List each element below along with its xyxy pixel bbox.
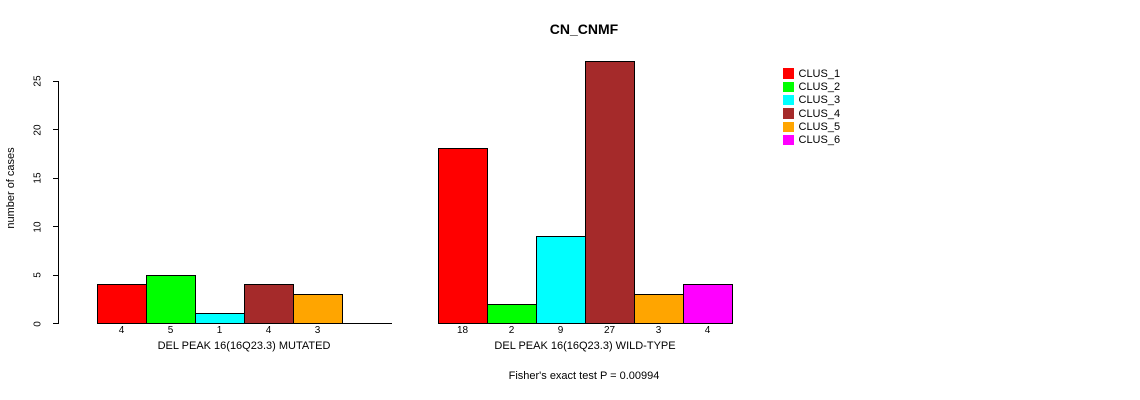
bar-clus_4 [584, 61, 635, 324]
y-axis-tick [53, 323, 58, 324]
bar-clus_1 [437, 148, 488, 324]
y-axis-tick-label: 5 [32, 272, 43, 278]
y-axis-tick [53, 80, 58, 82]
legend-swatch-icon [783, 68, 794, 79]
y-axis-tick [53, 274, 58, 276]
legend: CLUS_1 CLUS_2 CLUS_3 CLUS_4 CLUS_5 CLUS_6 [783, 67, 840, 147]
bar-value-label: 4 [704, 325, 711, 336]
legend-label: CLUS_3 [798, 94, 841, 107]
y-axis-tick-label: 15 [32, 172, 43, 184]
bar-value-label: 3 [314, 325, 321, 336]
bar-value-label: 9 [557, 325, 564, 336]
legend-row-clus_6: CLUS_6 [783, 133, 840, 146]
y-axis-tick [53, 226, 58, 227]
bar-clus_5 [292, 293, 343, 324]
y-axis-tick-label: 0 [32, 320, 43, 327]
legend-swatch-icon [783, 134, 794, 146]
bar-value-label: 1 [216, 325, 223, 336]
bar-value-label: 18 [456, 325, 469, 336]
y-axis-label: number of cases [5, 147, 17, 229]
bar-clus_1 [96, 284, 147, 324]
legend-swatch-icon [783, 108, 794, 119]
bar-clus_2 [145, 274, 196, 324]
legend-label: CLUS_4 [798, 107, 841, 120]
legend-swatch-icon [783, 121, 794, 133]
legend-label: CLUS_5 [798, 120, 841, 133]
legend-row-clus_2: CLUS_2 [783, 80, 840, 93]
x-axis-group-label: DEL PEAK 16(16Q23.3) MUTATED [157, 340, 331, 352]
bar-value-label: 4 [118, 325, 125, 336]
bar-clus_3 [535, 235, 586, 324]
legend-row-clus_1: CLUS_1 [783, 67, 840, 80]
bar-clus_2 [486, 303, 537, 324]
bar-value-label: 5 [167, 325, 174, 336]
bar-clus_3 [194, 313, 245, 324]
y-axis-tick [53, 177, 58, 179]
y-axis-tick-label: 10 [32, 220, 43, 233]
legend-label: CLUS_1 [798, 67, 841, 80]
legend-swatch-icon [783, 94, 794, 106]
chart-title: CN_CNMF [549, 21, 619, 37]
legend-swatch-icon [783, 81, 794, 93]
bar-value-label: 2 [508, 325, 515, 336]
bar-clus_5 [633, 293, 684, 324]
bar-value-label: 3 [655, 325, 662, 336]
bar-value-label: 27 [603, 325, 616, 336]
y-axis-tick [53, 129, 58, 130]
legend-label: CLUS_2 [798, 80, 841, 93]
y-axis-line [58, 80, 59, 324]
annotation-text: Fisher's exact test P = 0.00994 [508, 370, 660, 382]
x-axis-group-label: DEL PEAK 16(16Q23.3) WILD-TYPE [494, 340, 676, 352]
y-axis-tick-label: 20 [32, 123, 43, 136]
legend-row-clus_3: CLUS_3 [783, 94, 840, 107]
bar-value-label: 4 [265, 325, 272, 336]
legend-label: CLUS_6 [798, 134, 841, 147]
bar-clus_6 [682, 284, 733, 324]
bar-clus_4 [243, 284, 294, 324]
legend-row-clus_5: CLUS_5 [783, 120, 840, 133]
y-axis-tick-label: 25 [32, 75, 43, 87]
legend-row-clus_4: CLUS_4 [783, 107, 840, 120]
